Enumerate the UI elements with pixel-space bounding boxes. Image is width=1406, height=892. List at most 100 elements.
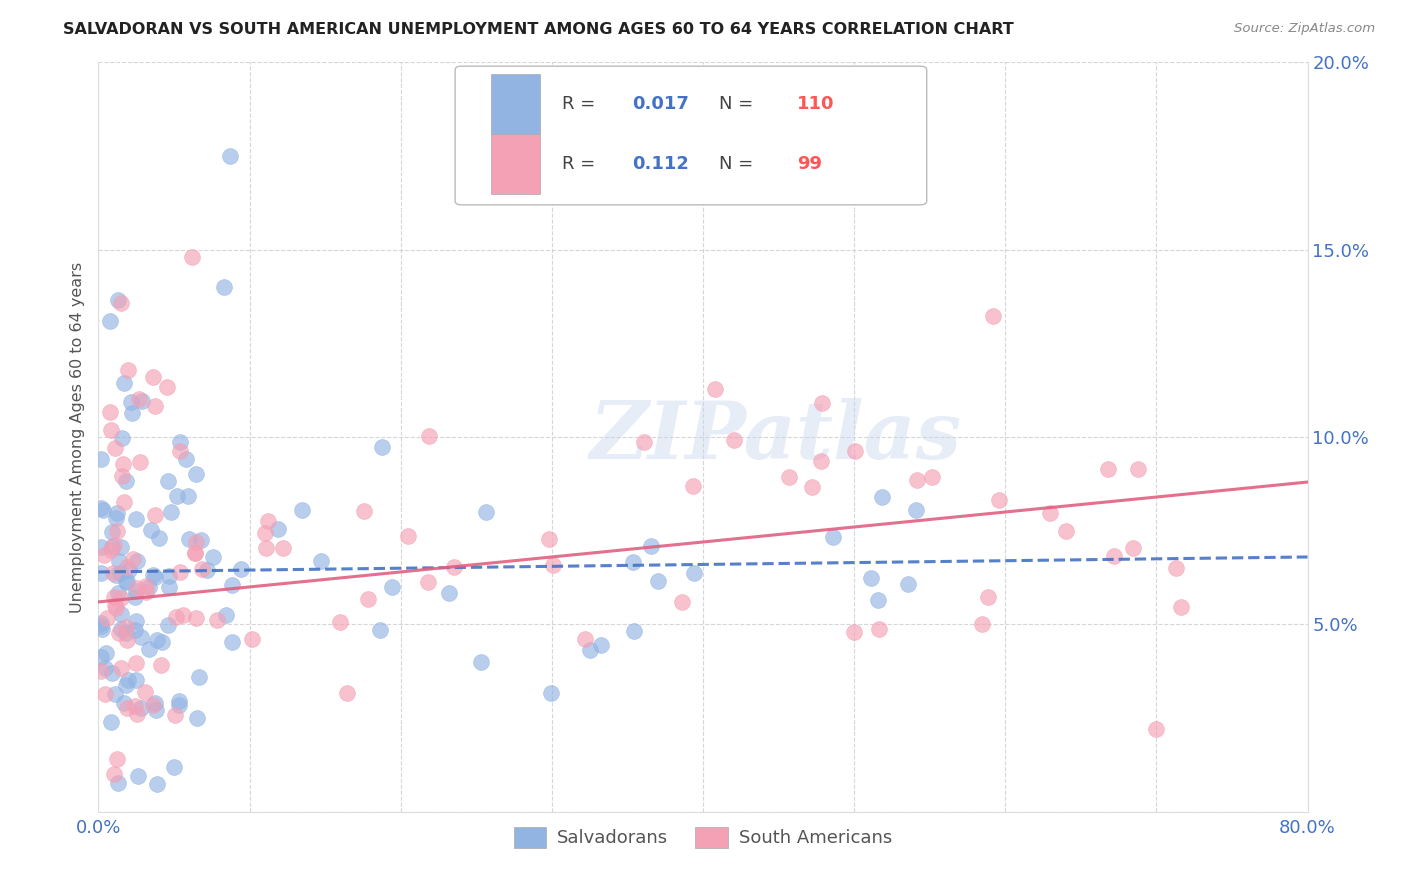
Point bbox=[905, 503, 928, 517]
Bar bbox=[492, 134, 540, 194]
Text: 0.017: 0.017 bbox=[631, 95, 689, 112]
Point bbox=[811, 396, 834, 410]
Point bbox=[1170, 600, 1192, 615]
Point bbox=[1054, 524, 1077, 538]
Point bbox=[253, 525, 276, 540]
Point bbox=[117, 701, 139, 715]
Point bbox=[104, 441, 127, 455]
Point bbox=[124, 623, 146, 637]
Point bbox=[181, 251, 204, 265]
Point bbox=[138, 580, 160, 594]
Point bbox=[156, 618, 179, 632]
Point bbox=[1039, 506, 1062, 520]
Point bbox=[103, 538, 125, 552]
Point bbox=[94, 661, 117, 675]
Point bbox=[723, 433, 745, 447]
Point bbox=[156, 380, 179, 394]
Point bbox=[623, 624, 645, 639]
Point bbox=[800, 479, 823, 493]
Point bbox=[163, 759, 186, 773]
Point bbox=[470, 655, 492, 669]
Point bbox=[134, 684, 156, 698]
Point bbox=[229, 562, 252, 576]
Point bbox=[112, 495, 135, 509]
Point bbox=[107, 585, 129, 599]
Point bbox=[107, 776, 129, 790]
Point bbox=[131, 701, 153, 715]
Text: ZIPatlas: ZIPatlas bbox=[589, 399, 962, 475]
Point bbox=[101, 566, 124, 581]
Point bbox=[139, 524, 162, 538]
Point bbox=[110, 622, 132, 636]
Point bbox=[115, 625, 138, 640]
Point bbox=[169, 444, 191, 458]
Point bbox=[188, 670, 211, 684]
Point bbox=[291, 503, 314, 517]
Point bbox=[90, 540, 112, 554]
FancyBboxPatch shape bbox=[456, 66, 927, 205]
Bar bbox=[492, 74, 540, 134]
Point bbox=[129, 630, 152, 644]
Point bbox=[897, 577, 920, 591]
Point bbox=[157, 475, 180, 489]
Point bbox=[143, 696, 166, 710]
Point bbox=[183, 546, 205, 560]
Point bbox=[90, 501, 112, 516]
Point bbox=[101, 666, 124, 681]
Point bbox=[125, 673, 148, 688]
Point bbox=[90, 649, 112, 664]
Text: N =: N = bbox=[718, 95, 759, 112]
Point bbox=[112, 457, 135, 471]
Point bbox=[114, 678, 136, 692]
Point bbox=[540, 686, 562, 700]
Point bbox=[145, 776, 167, 790]
Point bbox=[202, 549, 225, 564]
Point bbox=[166, 489, 188, 503]
Point bbox=[396, 529, 419, 543]
Point bbox=[104, 688, 127, 702]
Point bbox=[221, 635, 243, 649]
Point bbox=[579, 643, 602, 657]
Point bbox=[117, 363, 139, 377]
Point bbox=[589, 638, 612, 652]
Point bbox=[165, 609, 187, 624]
Point bbox=[138, 642, 160, 657]
Point bbox=[108, 554, 131, 568]
Point bbox=[159, 505, 181, 519]
Text: R =: R = bbox=[561, 95, 600, 112]
Point bbox=[190, 533, 212, 547]
Point bbox=[111, 431, 134, 445]
Point bbox=[125, 581, 148, 595]
Y-axis label: Unemployment Among Ages 60 to 64 years: Unemployment Among Ages 60 to 64 years bbox=[70, 261, 86, 613]
Point bbox=[93, 549, 115, 563]
Point bbox=[90, 566, 112, 581]
Point bbox=[844, 443, 866, 458]
Point bbox=[371, 440, 394, 454]
Point bbox=[921, 470, 943, 484]
Point bbox=[972, 617, 994, 632]
Point bbox=[105, 600, 128, 615]
Point bbox=[124, 614, 146, 628]
Point bbox=[633, 434, 655, 449]
Point bbox=[104, 598, 127, 612]
Point bbox=[115, 620, 138, 634]
Text: 0.112: 0.112 bbox=[631, 154, 689, 172]
Point bbox=[257, 514, 280, 528]
Point bbox=[240, 632, 263, 646]
Point bbox=[110, 540, 132, 554]
Point bbox=[671, 595, 693, 609]
Point bbox=[186, 467, 208, 481]
Point bbox=[1102, 549, 1125, 563]
Point bbox=[309, 554, 332, 568]
Point bbox=[212, 280, 235, 294]
Point bbox=[150, 657, 173, 672]
Point bbox=[104, 567, 127, 582]
Point bbox=[135, 579, 157, 593]
Point bbox=[142, 698, 165, 712]
Point bbox=[120, 394, 142, 409]
Point bbox=[163, 707, 186, 722]
Point bbox=[103, 767, 125, 781]
Point bbox=[90, 619, 112, 633]
Point bbox=[145, 508, 167, 522]
Point bbox=[90, 664, 112, 678]
